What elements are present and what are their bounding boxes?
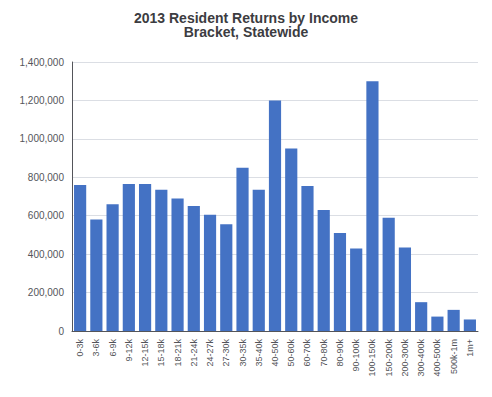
svg-text:150-200k: 150-200k [384,339,394,377]
svg-text:3-6k: 3-6k [91,339,101,357]
svg-text:60-70k: 60-70k [302,339,312,367]
svg-text:6-9k: 6-9k [108,339,118,357]
svg-text:24-27k: 24-27k [205,339,215,367]
svg-text:50-60k: 50-60k [286,339,296,367]
svg-text:21-24k: 21-24k [189,339,199,367]
svg-text:90-100k: 90-100k [351,339,361,372]
svg-text:200,000: 200,000 [28,287,65,298]
svg-text:800,000: 800,000 [28,172,65,183]
svg-text:Bracket, Statewide: Bracket, Statewide [184,24,309,40]
svg-text:70-80k: 70-80k [319,339,329,367]
svg-text:600,000: 600,000 [28,210,65,221]
svg-text:500k-1m: 500k-1m [449,339,459,374]
svg-text:27-30k: 27-30k [221,339,231,367]
svg-text:1,200,000: 1,200,000 [20,95,65,106]
svg-text:80-90k: 80-90k [335,339,345,367]
svg-text:300-400k: 300-400k [416,339,426,377]
svg-text:200-300k: 200-300k [400,339,410,377]
svg-text:100-150k: 100-150k [367,339,377,377]
svg-text:18-21k: 18-21k [173,339,183,367]
svg-text:2013 Resident Returns by Incom: 2013 Resident Returns by Income [134,10,358,26]
svg-text:35-40k: 35-40k [254,339,264,367]
svg-text:12-15k: 12-15k [140,339,150,367]
svg-text:15-18k: 15-18k [156,339,166,367]
svg-text:400,000: 400,000 [28,249,65,260]
svg-text:1,400,000: 1,400,000 [20,57,65,68]
svg-text:400-500k: 400-500k [432,339,442,377]
svg-text:1,000,000: 1,000,000 [20,133,65,144]
svg-text:1m+: 1m+ [465,339,475,357]
svg-text:0: 0 [58,326,64,337]
svg-text:40-50k: 40-50k [270,339,280,367]
svg-text:0-3k: 0-3k [75,339,85,357]
svg-text:30-35k: 30-35k [238,339,248,367]
svg-text:9-12k: 9-12k [124,339,134,362]
